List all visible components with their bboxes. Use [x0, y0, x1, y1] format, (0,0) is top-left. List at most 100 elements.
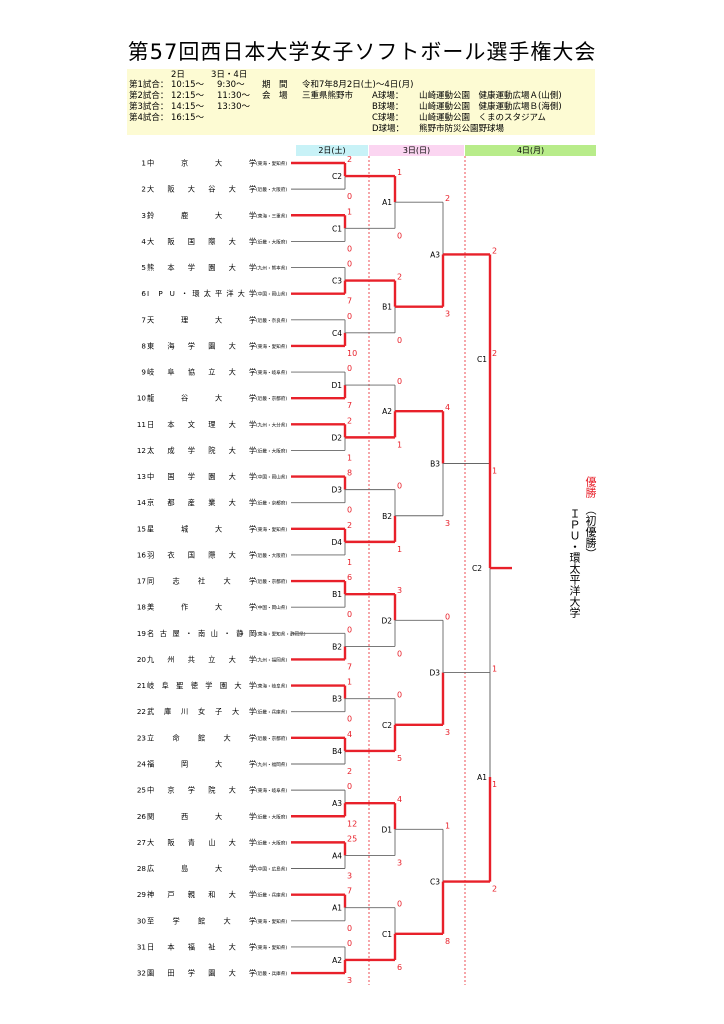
score: 0 [397, 231, 402, 240]
day-header-3: 3日(日) [369, 145, 464, 156]
score: 0 [347, 244, 352, 253]
score: 1 [347, 678, 352, 687]
score: 0 [347, 939, 352, 948]
team-number: 14 [137, 498, 147, 507]
schedule-row-day2: 12:15～ [171, 91, 204, 101]
match-label: D1 [381, 825, 392, 834]
team-region: (東海・愛知県) [256, 944, 287, 951]
team-number: 1 [141, 159, 146, 168]
team-region: (東海・岐阜県) [256, 369, 287, 376]
team-number: 9 [141, 368, 146, 377]
team-number: 20 [137, 655, 147, 664]
score: 1 [445, 821, 450, 830]
score: 0 [397, 482, 402, 491]
team-region: (東海・愛知県) [256, 918, 287, 925]
team-number: 24 [137, 759, 147, 768]
score: 3 [397, 586, 402, 595]
field-value: 山崎運動公園 健康運動広場Ａ(山側) [419, 91, 562, 101]
score: 0 [347, 192, 352, 201]
match-label: B3 [332, 695, 342, 704]
team-name: 関西大学 [147, 812, 256, 821]
team-name: 中京大学 [147, 159, 256, 168]
team-name: 美作大学 [147, 603, 256, 612]
team-region: (九州・熊本県) [256, 265, 287, 272]
score: 0 [445, 612, 450, 621]
team-region: (近畿・大阪府) [256, 839, 287, 846]
match-label: C1 [332, 224, 342, 233]
match-label: D3 [331, 486, 342, 495]
team-number: 12 [137, 446, 146, 455]
score: 1 [397, 440, 402, 449]
team-region: (東海・愛知県) [256, 160, 287, 167]
team-region: (近畿・兵庫県) [256, 970, 287, 977]
score: 6 [347, 573, 352, 582]
match-label: A2 [332, 956, 342, 965]
team-region: (近畿・兵庫県) [256, 892, 287, 899]
team-region: (東海・三重県) [256, 212, 287, 219]
score: 0 [397, 900, 402, 909]
match-label: B4 [332, 747, 342, 756]
score: 2 [347, 767, 352, 776]
info-box: 2日 3日・4日 第1試合： 10:15～ 9:30～ 第2試合： 12:15～… [127, 69, 595, 135]
team-number: 27 [137, 838, 146, 847]
schedule-row-day2: 16:15～ [171, 113, 204, 123]
score: 0 [397, 336, 402, 345]
score: 2 [492, 246, 497, 255]
match-label: A3 [430, 250, 440, 259]
score: 3 [347, 872, 352, 881]
score: 0 [347, 924, 352, 933]
team-region: (中国・岡山県) [256, 474, 287, 481]
score: 8 [347, 469, 352, 478]
team-number: 16 [137, 550, 147, 559]
field-label: A球場： [372, 91, 404, 101]
team-number: 28 [137, 864, 147, 873]
match-label: A3 [332, 799, 342, 808]
score: 1 [492, 466, 497, 475]
schedule-row-label: 第2試合： [129, 91, 169, 101]
team-name: 立命館大学 [147, 733, 256, 742]
team-name: 大阪青山大学 [147, 838, 256, 847]
team-name: 広島大学 [147, 864, 256, 873]
match-label: B1 [332, 590, 342, 599]
team-region: (近畿・大阪府) [256, 813, 287, 820]
venue-value: 三重県熊野市 [302, 91, 354, 101]
team-name: 大阪大谷大学 [147, 185, 256, 194]
score: 0 [347, 260, 352, 269]
score: 10 [347, 349, 357, 358]
team-name: 九州共立大学 [147, 655, 256, 664]
team-number: 13 [137, 472, 146, 481]
match-label: A4 [332, 851, 342, 860]
team-number: 22 [137, 707, 146, 716]
team-region: (近畿・大阪府) [256, 186, 287, 193]
team-region: (近畿・京都府) [256, 395, 287, 402]
team-number: 17 [137, 577, 146, 586]
score: 5 [397, 754, 402, 763]
team-name: I P U ・環太平洋大学 [147, 289, 256, 298]
match-label: D3 [429, 669, 440, 678]
score: 3 [445, 519, 450, 528]
score: 0 [397, 649, 402, 658]
score: 2 [445, 194, 450, 203]
champion-caption: 優勝 [584, 476, 597, 498]
team-region: (九州・福岡県) [256, 761, 287, 768]
score: 4 [347, 730, 352, 739]
match-label: C1 [477, 355, 487, 364]
score: 1 [347, 207, 352, 216]
team-name: 中国学園大学 [147, 472, 256, 481]
team-number: 21 [137, 681, 146, 690]
score: 7 [347, 401, 352, 410]
match-label: B1 [382, 303, 392, 312]
score: 0 [347, 715, 352, 724]
score: 2 [492, 349, 497, 358]
match-label: C2 [332, 172, 342, 181]
score: 1 [397, 168, 402, 177]
team-region: (東海・岐阜県) [256, 683, 287, 690]
match-label: C2 [382, 721, 392, 730]
day-header-2: 2日(土) [296, 145, 368, 156]
score: 1 [397, 545, 402, 554]
schedule-row-day2: 14:15～ [171, 102, 204, 112]
team-region: (近畿・奈良県) [256, 317, 287, 324]
match-label: B2 [382, 512, 392, 521]
team-number: 10 [137, 394, 147, 403]
team-number: 4 [141, 237, 146, 246]
